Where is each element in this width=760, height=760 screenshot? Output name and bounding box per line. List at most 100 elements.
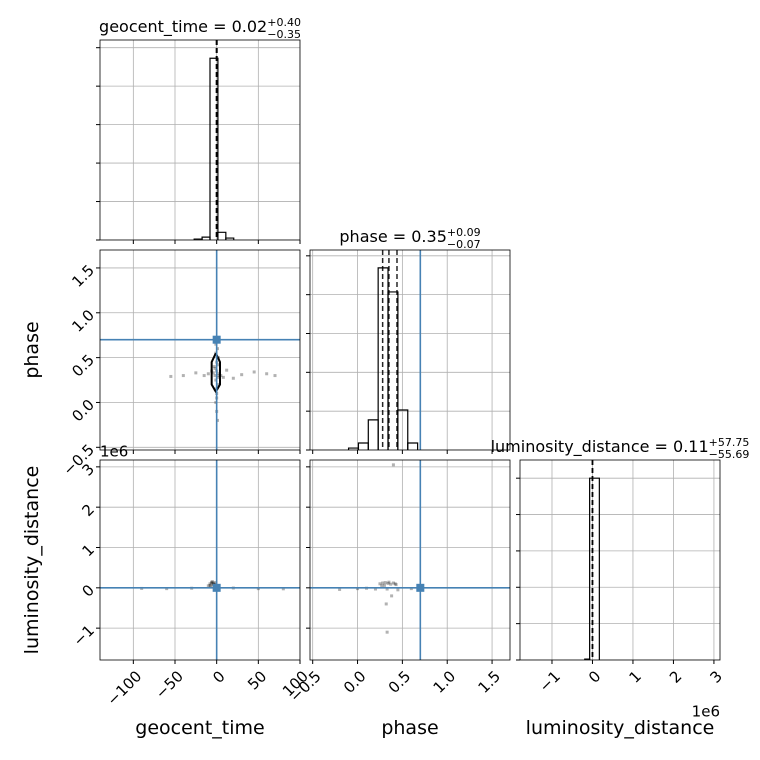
sample-point — [252, 370, 256, 374]
sample-point — [169, 374, 173, 378]
x-tick-label: 1.0 — [430, 667, 460, 697]
axes-frame — [519, 459, 721, 661]
x-tick-label: 3 — [706, 667, 725, 686]
sample-point — [386, 581, 390, 585]
sample-point — [391, 463, 395, 467]
y-tick-label: 0.5 — [68, 351, 98, 381]
hist-bar — [209, 57, 219, 240]
hist-bar — [225, 237, 235, 240]
panel — [310, 250, 510, 450]
sample-point — [390, 594, 394, 598]
sample-point — [281, 587, 285, 591]
sample-point — [214, 400, 218, 404]
sample-point — [387, 580, 391, 584]
x-tick-label: 50 — [244, 667, 270, 693]
title-main: luminosity_distance = 0.11 — [491, 437, 709, 457]
sample-point — [391, 581, 395, 585]
truth-marker — [416, 583, 425, 592]
sample-point — [216, 363, 220, 367]
title-sup: +0.09 — [447, 226, 481, 239]
sample-point — [211, 580, 214, 584]
x-tick-label: −100 — [103, 667, 145, 709]
sample-point — [208, 582, 212, 586]
sample-point — [213, 366, 217, 370]
sample-point — [225, 368, 229, 372]
sample-point — [373, 587, 377, 591]
sample-point — [381, 581, 385, 585]
panel — [100, 40, 300, 240]
hist-bar — [367, 419, 379, 450]
panel-title: luminosity_distance = 0.11+57.75 −55.69 — [491, 436, 750, 461]
sample-point — [216, 347, 219, 351]
x-tick-label: −50 — [152, 667, 187, 702]
sample-point — [216, 372, 220, 376]
axes-frame — [99, 249, 301, 451]
axes-frame — [99, 39, 301, 241]
sample-point — [202, 374, 206, 378]
x-axis-label: phase — [381, 717, 438, 739]
y-tick-label: 1.0 — [68, 306, 98, 336]
x-tick-label: 0 — [209, 667, 228, 686]
sample-point — [394, 583, 398, 587]
sample-point — [181, 374, 185, 378]
sample-point — [211, 581, 215, 585]
panel-title: phase = 0.35+0.09 −0.07 — [339, 226, 480, 251]
sample-point — [338, 587, 342, 591]
sample-point — [211, 371, 215, 375]
y-axis-label: phase — [21, 321, 43, 378]
sample-point — [213, 374, 217, 378]
x-axis-label: luminosity_distance — [526, 717, 715, 739]
panel — [310, 460, 510, 660]
sample-point — [389, 582, 393, 586]
hist-bar — [357, 442, 369, 450]
sample-point — [378, 582, 382, 586]
panel — [520, 460, 720, 660]
y-axis-label: luminosity_distance — [21, 466, 43, 655]
sample-point — [194, 371, 198, 375]
x-tick-label: 0 — [585, 667, 604, 686]
title-sup: +57.75 — [709, 436, 750, 449]
sample-point — [210, 581, 214, 585]
sample-point — [212, 365, 216, 369]
hist-bar — [217, 231, 227, 240]
axes-frame — [309, 249, 511, 451]
sample-point — [209, 584, 213, 588]
sample-point — [216, 418, 219, 422]
axes-frame — [99, 459, 301, 661]
sample-point — [385, 587, 389, 591]
panel — [100, 460, 300, 660]
title-sub: −0.07 — [447, 238, 481, 251]
sample-point — [396, 588, 400, 592]
hist-bar — [407, 442, 419, 450]
x-offset-label: 1e6 — [692, 703, 720, 721]
sample-point — [214, 378, 218, 382]
sample-point — [214, 342, 218, 346]
hist-bar — [387, 291, 399, 450]
sample-point — [409, 587, 413, 591]
sample-point — [256, 587, 260, 591]
x-tick-label: 0.0 — [340, 667, 370, 697]
x-tick-label: 0.5 — [385, 667, 415, 697]
sample-point — [380, 584, 384, 588]
sample-point — [206, 584, 210, 588]
sample-point — [385, 630, 389, 634]
sample-point — [206, 372, 210, 376]
y-offset-label: 1e6 — [100, 443, 128, 461]
sample-point — [208, 583, 212, 587]
title-sup: +0.40 — [267, 16, 301, 29]
sample-point — [213, 581, 217, 585]
y-tick-label: 0 — [79, 581, 98, 600]
hist-bar — [201, 236, 211, 240]
sample-point — [265, 372, 269, 376]
truth-marker — [212, 583, 221, 592]
sample-point — [216, 375, 219, 379]
y-tick-label: 1.5 — [68, 261, 98, 291]
title-sub: −0.35 — [267, 28, 301, 41]
hist-bar — [397, 409, 409, 450]
sample-point — [356, 587, 360, 591]
sample-point — [231, 376, 235, 380]
sample-point — [393, 582, 397, 586]
x-tick-label: −1 — [536, 667, 564, 695]
